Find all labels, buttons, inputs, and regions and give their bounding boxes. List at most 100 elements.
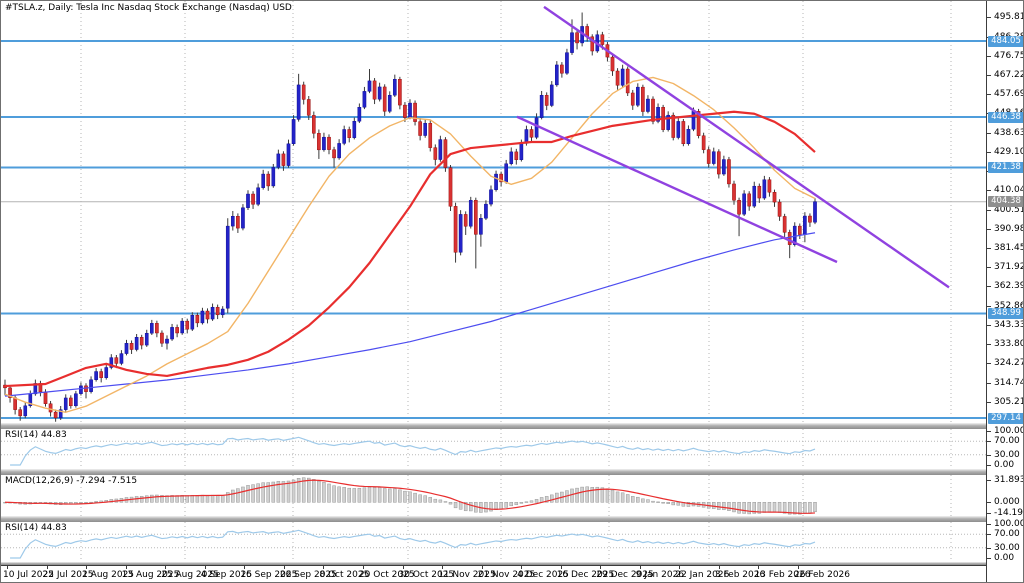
axis-tick-mark bbox=[987, 524, 991, 525]
time-tick-label: 11 Nov 2025 bbox=[438, 570, 496, 580]
time-tick-mark bbox=[639, 566, 641, 569]
time-tick-mark bbox=[165, 566, 167, 569]
time-tick-mark bbox=[560, 566, 562, 569]
price-tick-label: 381.45 bbox=[994, 242, 1024, 253]
price-tick-label: 314.74 bbox=[994, 377, 1024, 388]
pane-separator[interactable] bbox=[1, 562, 1023, 565]
pane-separator[interactable] bbox=[1, 423, 1023, 429]
time-tick-mark bbox=[442, 566, 444, 569]
axis-tick-mark bbox=[987, 305, 991, 307]
price-tick-label: 438.63 bbox=[994, 127, 1024, 138]
time-tick-mark bbox=[7, 566, 8, 569]
price-tick-label: 467.22 bbox=[994, 69, 1024, 80]
axis-tick-mark bbox=[987, 267, 991, 269]
time-tick-mark bbox=[600, 566, 602, 569]
price-tick-label: 371.92 bbox=[994, 262, 1024, 273]
axis-tick-mark bbox=[987, 363, 991, 365]
axis-tick-mark bbox=[987, 513, 991, 514]
time-axis[interactable]: 10 Jul 2025 22 Jul 2025 1 Aug 2025 13 Aug 2… bbox=[1, 565, 986, 582]
axis-tick-mark bbox=[987, 286, 991, 288]
price-tick-label: 324.27 bbox=[994, 358, 1024, 369]
level-price-badge: 484.05 bbox=[988, 35, 1023, 47]
axis-tick-mark bbox=[987, 190, 991, 192]
axis-tick-mark bbox=[987, 547, 991, 549]
time-tick-label: 4 Dec 2025 bbox=[517, 570, 569, 580]
indicator-tick-label: 70.00 bbox=[994, 436, 1020, 447]
price-tick-label: 410.04 bbox=[994, 185, 1024, 196]
time-tick-mark bbox=[283, 566, 285, 569]
time-tick-label: 8 Oct 2025 bbox=[319, 570, 370, 580]
time-tick-mark bbox=[244, 566, 246, 569]
axis-tick-mark bbox=[987, 132, 991, 134]
time-tick-mark bbox=[362, 566, 364, 569]
axis-tick-mark bbox=[987, 401, 991, 403]
time-tick-label: 4 Sep 2025 bbox=[200, 570, 253, 580]
level-price-badge: 446.38 bbox=[988, 111, 1023, 123]
axis-tick-mark bbox=[987, 151, 991, 153]
price-axis[interactable]: 495.81486.28476.75467.22457.69448.16438.… bbox=[986, 1, 1024, 582]
indicator-tick-label: 100.00 bbox=[994, 426, 1024, 436]
macd-indicator-label: MACD(12,26,9) -7.294 -7.515 bbox=[5, 476, 138, 486]
axis-tick-mark bbox=[987, 209, 991, 211]
time-tick-label: 13 Aug 2025 bbox=[121, 570, 180, 580]
axis-tick-mark bbox=[987, 431, 991, 432]
axis-tick-mark bbox=[987, 480, 991, 481]
main-chart-canvas[interactable] bbox=[1, 1, 986, 423]
time-tick-label: 22 Jul 2025 bbox=[42, 570, 94, 580]
axis-tick-mark bbox=[987, 534, 991, 536]
indicator-tick-label: 100.00 bbox=[994, 519, 1024, 529]
indicator-tick-label: 31.893 bbox=[994, 475, 1024, 485]
pane-separator[interactable] bbox=[1, 516, 1023, 522]
time-tick-mark bbox=[718, 566, 720, 569]
pane-separator[interactable] bbox=[1, 469, 1023, 475]
time-tick-mark bbox=[125, 566, 127, 569]
time-tick-mark bbox=[204, 566, 206, 569]
chart-title: #TSLA.z, Daily: Tesla Inc Nasdaq Stock E… bbox=[5, 3, 292, 13]
price-tick-label: 352.86 bbox=[994, 300, 1024, 311]
price-tick-label: 457.69 bbox=[994, 89, 1024, 100]
indicator-tick-label: 0.000 bbox=[994, 497, 1020, 508]
bid-price-badge: 404.38 bbox=[988, 196, 1023, 208]
time-tick-mark bbox=[481, 566, 483, 569]
time-tick-mark bbox=[86, 566, 88, 569]
price-tick-label: 400.51 bbox=[994, 204, 1024, 215]
time-tick-mark bbox=[758, 566, 760, 569]
time-tick-mark bbox=[521, 566, 523, 569]
time-tick-mark bbox=[402, 566, 404, 569]
time-tick-label: 9 Jan 2026 bbox=[635, 570, 685, 580]
axis-tick-mark bbox=[987, 55, 991, 57]
time-tick-label: 26 Sep 2025 bbox=[279, 570, 337, 580]
price-tick-label: 362.39 bbox=[994, 281, 1024, 292]
time-tick-label: 26 Feb 2026 bbox=[794, 570, 851, 580]
rsi-indicator-label: RSI(14) 44.83 bbox=[5, 430, 67, 440]
time-tick-label: 20 Oct 2025 bbox=[358, 570, 415, 580]
price-tick-label: 305.21 bbox=[994, 396, 1024, 407]
indicator-tick-label: 0.00 bbox=[994, 460, 1015, 470]
axis-tick-mark bbox=[987, 465, 991, 466]
indicator-tick-label: 30.00 bbox=[994, 542, 1020, 553]
time-tick-label: 29 Dec 2025 bbox=[596, 570, 654, 580]
time-tick-label: 25 Aug 2025 bbox=[161, 570, 219, 580]
price-tick-label: 333.80 bbox=[994, 339, 1024, 350]
time-tick-label: 3 Feb 2026 bbox=[714, 570, 766, 580]
indicator-tick-label: -14.196 bbox=[994, 508, 1024, 518]
price-tick-label: 343.33 bbox=[994, 319, 1024, 330]
axis-tick-mark bbox=[987, 324, 991, 326]
axis-tick-mark bbox=[987, 228, 991, 230]
rsi-pane-canvas[interactable] bbox=[1, 429, 986, 469]
axis-tick-mark bbox=[987, 558, 991, 559]
indicator-tick-label: 30.00 bbox=[994, 449, 1020, 460]
macd-pane-canvas[interactable] bbox=[1, 475, 986, 516]
level-price-badge: 348.99 bbox=[988, 307, 1023, 319]
time-tick-mark bbox=[46, 566, 48, 569]
time-tick-mark bbox=[679, 566, 681, 569]
time-tick-mark bbox=[323, 566, 325, 569]
level-price-badge: 421.38 bbox=[988, 161, 1023, 173]
rsi-indicator-label: RSI(14) 44.83 bbox=[5, 523, 67, 533]
rsi-pane-canvas[interactable] bbox=[1, 522, 986, 562]
time-tick-label: 30 Oct 2025 bbox=[398, 570, 455, 580]
time-tick-label: 16 Sep 2025 bbox=[240, 570, 298, 580]
price-tick-label: 390.98 bbox=[994, 223, 1024, 234]
axis-tick-mark bbox=[987, 74, 991, 76]
